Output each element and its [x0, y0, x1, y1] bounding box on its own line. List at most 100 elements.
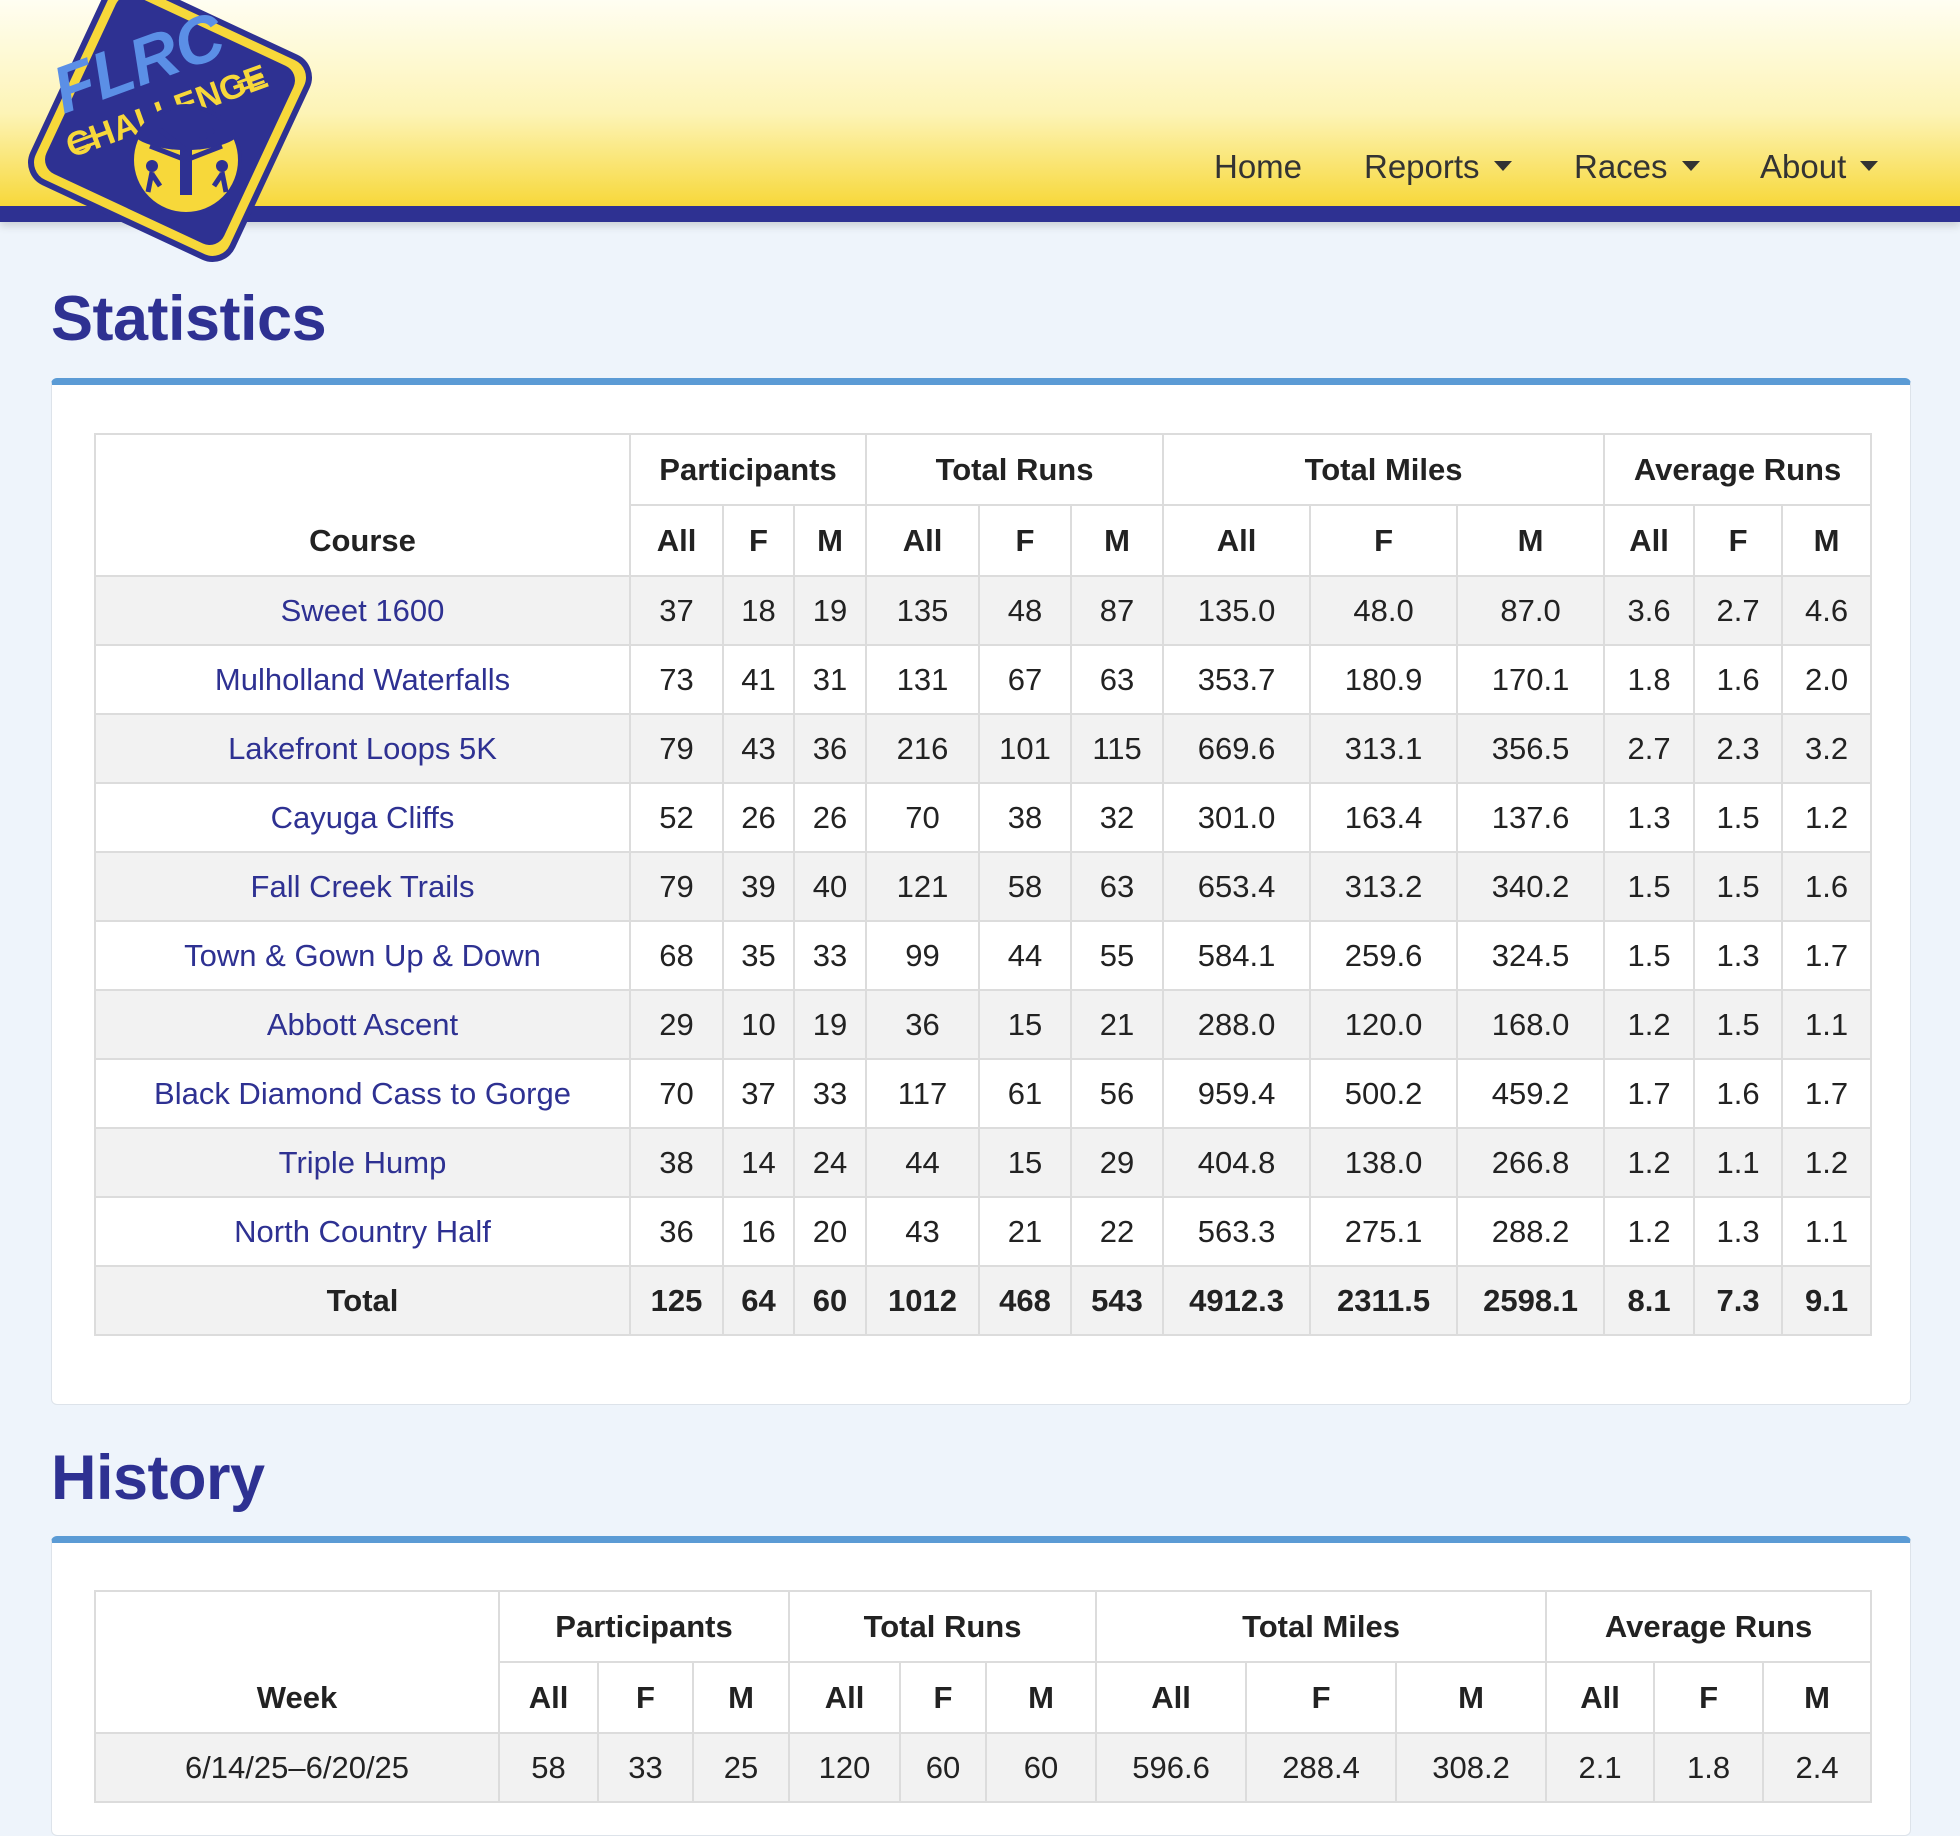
table-cell: 35	[722, 920, 795, 991]
table-cell: 37	[629, 575, 724, 646]
table-cell: 1.6	[1781, 851, 1873, 922]
flrc-challenge-logo[interactable]: FLRC CHALLENGE	[10, 0, 330, 280]
course-link[interactable]: Town & Gown Up & Down	[184, 937, 541, 973]
course-cell: Lakefront Loops 5K	[94, 713, 631, 784]
table-cell: 1.7	[1781, 920, 1873, 991]
table-cell: 70	[865, 782, 981, 853]
subcol-m-header[interactable]: M	[1762, 1661, 1873, 1734]
table-cell: 288.0	[1162, 989, 1312, 1060]
col-course-header[interactable]: Course	[94, 433, 631, 577]
subcol-all-header[interactable]: All	[498, 1661, 599, 1734]
total-cell: 7.3	[1693, 1265, 1784, 1336]
table-row: Abbott Ascent 29 10 19 36 15 21 288.0 120.0 168.0…	[94, 989, 1873, 1060]
table-cell: 259.6	[1309, 920, 1459, 991]
total-cell: 9.1	[1781, 1265, 1873, 1336]
table-row: Cayuga Cliffs 52 26 26 70 38 32 301.0 163.4 137.6…	[94, 782, 1873, 853]
table-cell: 1.5	[1603, 851, 1696, 922]
table-cell: 1.2	[1781, 782, 1873, 853]
subcol-all-header[interactable]: All	[1545, 1661, 1656, 1734]
subcol-f-header[interactable]: F	[1245, 1661, 1398, 1734]
subcol-m-header[interactable]: M	[1781, 504, 1873, 577]
subcol-f-header[interactable]: F	[722, 504, 795, 577]
table-cell: 596.6	[1095, 1732, 1248, 1803]
table-row: Town & Gown Up & Down 68 35 33 99 44 55 584.1 25…	[94, 920, 1873, 991]
nav-home-link[interactable]: Home	[1214, 148, 1303, 185]
subcol-f-header[interactable]: F	[1653, 1661, 1765, 1734]
col-week-header[interactable]: Week	[94, 1590, 500, 1734]
course-link[interactable]: Mulholland Waterfalls	[214, 661, 511, 697]
subcol-all-header[interactable]: All	[1162, 504, 1312, 577]
table-row: Triple Hump 38 14 24 44 15 29 404.8 138.0 266.8 1.…	[94, 1127, 1873, 1198]
subcol-f-header[interactable]: F	[1309, 504, 1459, 577]
table-cell: 29	[1070, 1127, 1165, 1198]
subcol-m-header[interactable]: M	[985, 1661, 1098, 1734]
subcol-all-header[interactable]: All	[788, 1661, 902, 1734]
table-cell: 131	[865, 644, 981, 715]
site-header: Home Reports Races About	[0, 0, 1960, 222]
table-row: Mulholland Waterfalls 73 41 31 131 67 63 353.7 1…	[94, 644, 1873, 715]
subcol-m-header[interactable]: M	[1070, 504, 1165, 577]
subcol-all-header[interactable]: All	[1095, 1661, 1248, 1734]
subcol-all-header[interactable]: All	[629, 504, 724, 577]
table-cell: 79	[629, 851, 724, 922]
subcol-f-header[interactable]: F	[1693, 504, 1784, 577]
col-total-runs-header: Total Runs	[865, 433, 1165, 506]
table-cell: 67	[978, 644, 1073, 715]
course-link[interactable]: Black Diamond Cass to Gorge	[154, 1075, 571, 1111]
table-cell: 669.6	[1162, 713, 1312, 784]
subcol-m-header[interactable]: M	[792, 504, 868, 577]
table-cell: 58	[498, 1732, 599, 1803]
table-cell: 216	[865, 713, 981, 784]
subcol-m-header[interactable]: M	[691, 1661, 791, 1734]
table-cell: 1.3	[1693, 920, 1784, 991]
table-cell: 2.3	[1693, 713, 1784, 784]
chevron-down-icon	[1860, 161, 1879, 172]
table-cell: 21	[978, 1196, 1073, 1267]
subcol-m-header[interactable]: M	[1456, 504, 1606, 577]
table-cell: 48	[978, 575, 1073, 646]
table-cell: 32	[1070, 782, 1165, 853]
table-total-row: Total 125 64 60 1012 468 543 4912.3 2311…	[94, 1265, 1873, 1336]
course-link[interactable]: Lakefront Loops 5K	[228, 730, 497, 766]
table-cell: 324.5	[1456, 920, 1606, 991]
table-cell: 68	[629, 920, 724, 991]
subcol-f-header[interactable]: F	[978, 504, 1073, 577]
table-cell: 56	[1070, 1058, 1165, 1129]
nav-races-dropdown[interactable]: Races	[1574, 148, 1700, 186]
total-cell: 1012	[865, 1265, 981, 1336]
total-cell: 60	[792, 1265, 868, 1336]
table-cell: 61	[978, 1058, 1073, 1129]
course-cell: Triple Hump	[94, 1127, 631, 1198]
table-cell: 500.2	[1309, 1058, 1459, 1129]
course-link[interactable]: North Country Half	[234, 1213, 491, 1249]
table-cell: 313.1	[1309, 713, 1459, 784]
nav-about-dropdown[interactable]: About	[1760, 148, 1879, 186]
table-cell: 24	[792, 1127, 868, 1198]
subcol-all-header[interactable]: All	[1603, 504, 1696, 577]
table-cell: 19	[792, 575, 868, 646]
table-cell: 41	[722, 644, 795, 715]
subcol-all-header[interactable]: All	[865, 504, 981, 577]
table-cell: 1.1	[1781, 989, 1873, 1060]
table-cell: 79	[629, 713, 724, 784]
table-cell: 33	[597, 1732, 694, 1803]
table-row: Sweet 1600 37 18 19 135 48 87 135.0 48.0 87.0 3.6 2…	[94, 575, 1873, 646]
course-link[interactable]: Sweet 1600	[280, 592, 445, 628]
course-link[interactable]: Fall Creek Trails	[250, 868, 475, 904]
subcol-m-header[interactable]: M	[1395, 1661, 1548, 1734]
total-label: Total	[94, 1265, 631, 1336]
table-cell: 1.2	[1603, 1127, 1696, 1198]
course-link[interactable]: Abbott Ascent	[266, 1006, 459, 1042]
table-cell: 15	[978, 1127, 1073, 1198]
course-link[interactable]: Triple Hump	[278, 1144, 447, 1180]
col-total-runs-header: Total Runs	[788, 1590, 1098, 1663]
course-link[interactable]: Cayuga Cliffs	[270, 799, 455, 835]
table-cell: 163.4	[1309, 782, 1459, 853]
table-cell: 43	[722, 713, 795, 784]
subcol-f-header[interactable]: F	[899, 1661, 988, 1734]
table-cell: 1.5	[1693, 782, 1784, 853]
total-cell: 8.1	[1603, 1265, 1696, 1336]
table-cell: 2.1	[1545, 1732, 1656, 1803]
subcol-f-header[interactable]: F	[597, 1661, 694, 1734]
nav-reports-dropdown[interactable]: Reports	[1364, 148, 1512, 186]
